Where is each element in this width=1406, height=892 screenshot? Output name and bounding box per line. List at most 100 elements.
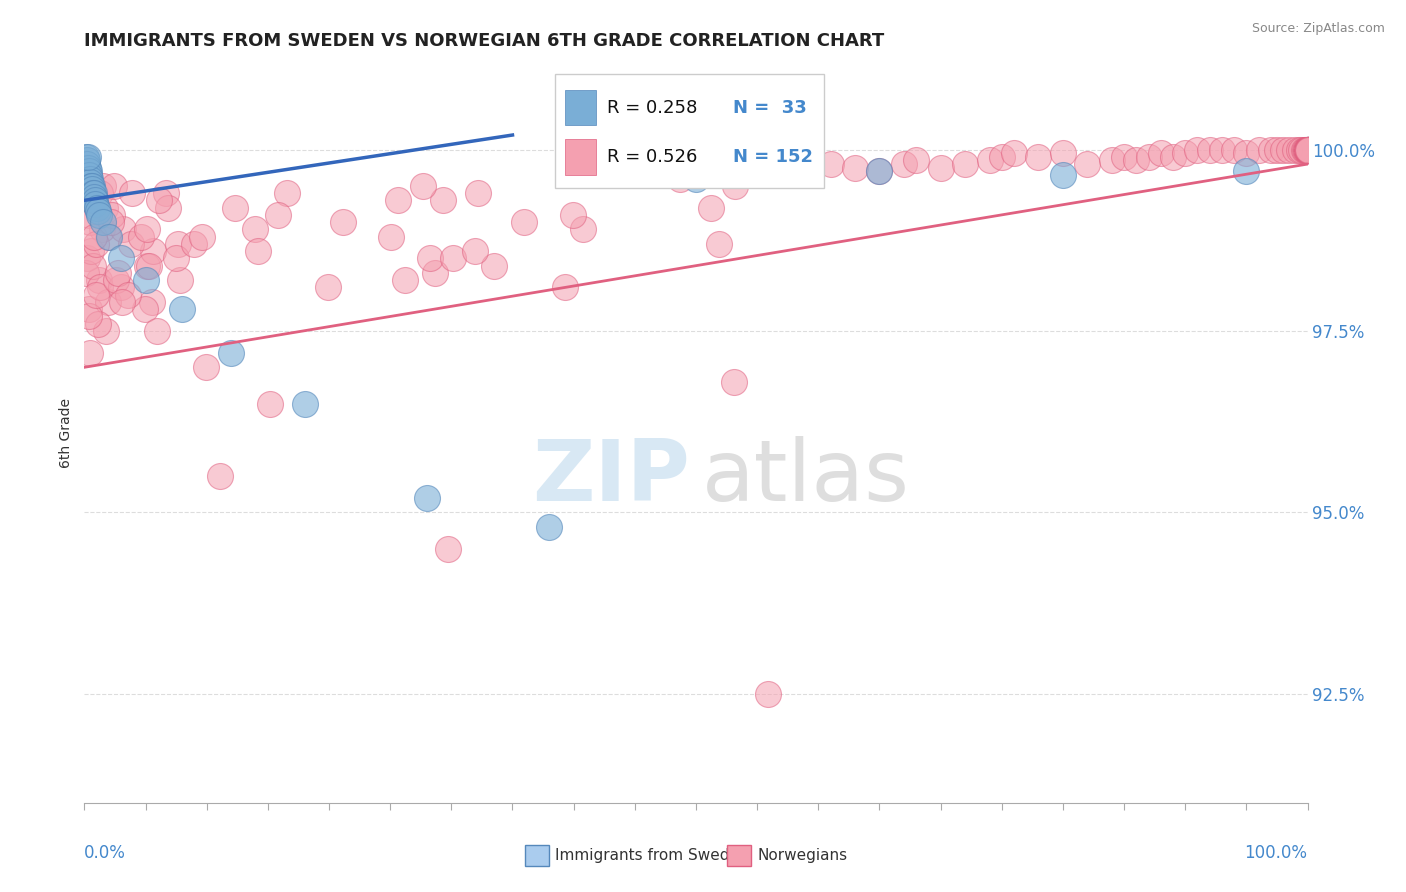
- Point: [929, 161, 952, 175]
- Point: [224, 201, 246, 215]
- Point: [707, 236, 730, 251]
- Point: [121, 186, 143, 200]
- Point: [685, 171, 707, 186]
- Point: [100, 215, 122, 229]
- Point: [1278, 143, 1301, 157]
- Point: [387, 194, 409, 208]
- Point: [94, 324, 117, 338]
- Point: [169, 273, 191, 287]
- Point: [110, 280, 132, 294]
- Point: [146, 324, 169, 338]
- Point: [167, 236, 190, 251]
- Point: [394, 273, 416, 287]
- Point: [94, 201, 117, 215]
- Point: [1296, 143, 1319, 157]
- Point: [141, 295, 163, 310]
- Point: [142, 244, 165, 259]
- Point: [724, 178, 747, 193]
- Point: [1174, 146, 1197, 161]
- Point: [1296, 143, 1319, 157]
- Point: [110, 252, 132, 266]
- Text: IMMIGRANTS FROM SWEDEN VS NORWEGIAN 6TH GRADE CORRELATION CHART: IMMIGRANTS FROM SWEDEN VS NORWEGIAN 6TH …: [84, 32, 884, 50]
- Bar: [524, 845, 550, 866]
- Point: [101, 208, 124, 222]
- Point: [82, 186, 104, 200]
- Point: [1114, 150, 1136, 164]
- Text: Norwegians: Norwegians: [758, 848, 848, 863]
- Point: [1296, 143, 1319, 157]
- Text: R = 0.258: R = 0.258: [606, 99, 697, 117]
- Point: [1296, 143, 1319, 157]
- Point: [84, 197, 107, 211]
- Point: [953, 157, 976, 171]
- Point: [1296, 143, 1319, 157]
- Point: [1150, 146, 1173, 161]
- Point: [82, 194, 104, 208]
- Point: [1296, 143, 1319, 157]
- Text: 100.0%: 100.0%: [1244, 844, 1308, 862]
- Point: [1296, 143, 1319, 157]
- Point: [1296, 143, 1319, 157]
- Point: [87, 208, 110, 222]
- Point: [191, 229, 214, 244]
- Point: [1236, 164, 1258, 178]
- Point: [195, 360, 218, 375]
- Point: [172, 302, 194, 317]
- Point: [1002, 146, 1025, 161]
- Point: [1296, 143, 1319, 157]
- Point: [1294, 143, 1316, 157]
- Point: [513, 215, 536, 229]
- Point: [412, 178, 434, 193]
- Text: ZIP: ZIP: [531, 435, 690, 518]
- Point: [259, 396, 281, 410]
- Point: [79, 171, 101, 186]
- Point: [538, 520, 561, 534]
- Point: [416, 491, 439, 505]
- Point: [1296, 143, 1319, 157]
- Point: [219, 345, 242, 359]
- Bar: [555, 73, 824, 188]
- Text: R = 0.526: R = 0.526: [606, 148, 697, 166]
- Point: [104, 273, 127, 287]
- Point: [129, 229, 152, 244]
- Point: [1223, 143, 1246, 157]
- Point: [380, 229, 402, 244]
- Point: [1187, 143, 1209, 157]
- Point: [669, 171, 692, 186]
- Point: [1295, 143, 1317, 157]
- Point: [1296, 143, 1319, 157]
- Point: [97, 295, 120, 310]
- Point: [83, 194, 105, 208]
- Point: [77, 310, 100, 324]
- Point: [1211, 143, 1233, 157]
- Point: [1296, 143, 1319, 157]
- Point: [699, 201, 721, 215]
- Point: [246, 244, 269, 259]
- Point: [77, 164, 100, 178]
- Point: [1296, 143, 1319, 157]
- Point: [135, 259, 157, 273]
- Point: [1028, 150, 1050, 164]
- Point: [79, 175, 101, 189]
- Point: [467, 186, 489, 200]
- Point: [107, 266, 129, 280]
- Point: [76, 252, 98, 266]
- Point: [89, 186, 111, 200]
- Point: [820, 157, 842, 171]
- Text: Source: ZipAtlas.com: Source: ZipAtlas.com: [1251, 22, 1385, 36]
- Point: [905, 153, 928, 168]
- Point: [76, 153, 98, 168]
- Bar: [727, 845, 751, 866]
- Point: [1125, 153, 1147, 168]
- Point: [209, 469, 232, 483]
- Point: [561, 208, 583, 222]
- Point: [82, 182, 104, 196]
- Point: [1295, 143, 1317, 157]
- Point: [740, 164, 762, 178]
- Point: [482, 259, 505, 273]
- Point: [1265, 143, 1288, 157]
- Point: [76, 157, 98, 171]
- Point: [332, 215, 354, 229]
- Point: [1284, 143, 1306, 157]
- Bar: [565, 139, 596, 175]
